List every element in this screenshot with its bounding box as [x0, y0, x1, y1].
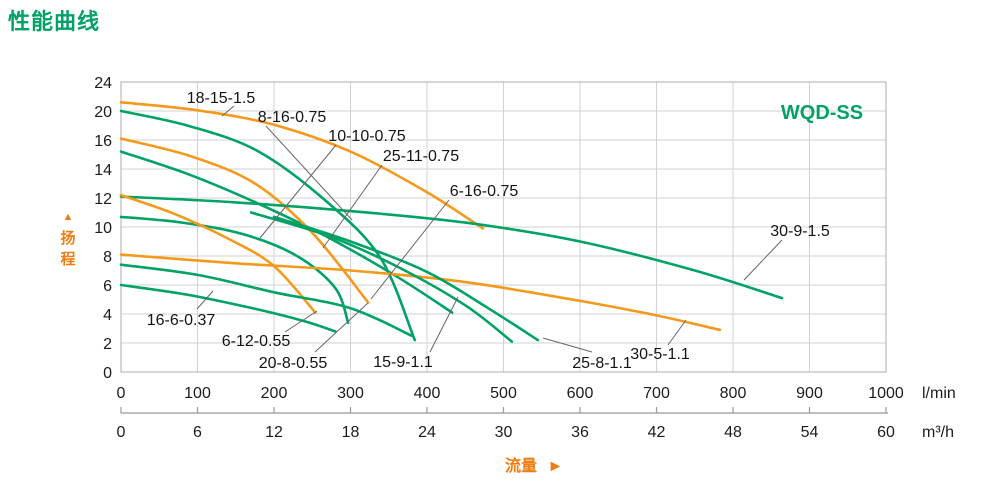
curve-leader-20-8-0.55 [314, 302, 369, 353]
y-tick-label: 14 [94, 162, 112, 179]
curve-leader-10-10-0.75 [259, 144, 337, 239]
curve-label-18-15-1.5: 18-15-1.5 [187, 90, 256, 107]
curve-25-11-0.75 [119, 150, 454, 314]
curve-leader-16-6-0.37 [196, 290, 214, 310]
flow-axis-text: 流量 [505, 456, 537, 475]
flow-axis-title: 流量 ► [505, 456, 563, 475]
curve-30-9-1.5 [119, 195, 784, 300]
curve-label-8-16-0.75: 8-16-0.75 [258, 109, 327, 126]
plot-border [120, 81, 887, 373]
x-tick-label-lmin: 100 [184, 385, 211, 402]
x-tick-label-m3h: 18 [342, 424, 360, 441]
x-tick-label-lmin: 800 [720, 385, 747, 402]
y-tick-label: 20 [94, 104, 112, 121]
curve-6-16-0.75 [119, 137, 370, 304]
x-tick-label-m3h: 54 [801, 424, 819, 441]
x-tick-label-m3h: 60 [877, 424, 895, 441]
curve-leader-15-9-1.1 [429, 296, 459, 353]
unit-m3h-label: m³/h [922, 424, 954, 441]
curve-label-25-11-0.75: 25-11-0.75 [383, 148, 459, 165]
y-tick-label: 10 [94, 220, 112, 237]
head-axis-arrow-icon: ▲ [63, 211, 74, 223]
x-tick-label-lmin: 200 [261, 385, 288, 402]
curve-label-25-8-1.1: 25-8-1.1 [572, 355, 632, 372]
head-axis-char-1: 扬 [60, 229, 75, 247]
x-tick-label-m3h: 6 [193, 424, 202, 441]
curve-label-6-16-0.75: 6-16-0.75 [450, 183, 519, 200]
x-tick-label-lmin: 700 [643, 385, 670, 402]
curve-label-10-10-0.75: 10-10-0.75 [328, 128, 405, 145]
curve-8-16-0.75 [119, 109, 417, 342]
x-tick-label-lmin: 900 [796, 385, 823, 402]
curve-label-30-9-1.5: 30-9-1.5 [770, 223, 830, 240]
x-tick-label-m3h: 36 [571, 424, 589, 441]
curve-leader-30-5-1.1 [667, 319, 687, 346]
y-tick-label: 6 [103, 278, 112, 295]
x-tick-label-m3h: 0 [117, 424, 126, 441]
curve-16-6-0.37 [119, 283, 337, 333]
y-tick-label: 12 [94, 191, 112, 208]
page-title: 性能曲线 [8, 9, 101, 34]
x-tick-label-lmin: 500 [490, 385, 517, 402]
flow-axis-arrow-icon: ► [547, 458, 563, 475]
x-tick-label-lmin: 1000 [868, 385, 904, 402]
y-tick-label: 4 [103, 307, 112, 324]
x-tick-label-m3h: 48 [724, 424, 742, 441]
curve-10-10-0.75 [119, 215, 350, 324]
leader-layer [196, 105, 783, 353]
curve-label-15-9-1.1: 15-9-1.1 [373, 354, 433, 371]
curve-leader-25-11-0.75 [322, 164, 383, 249]
x-tick-label-lmin: 0 [117, 385, 126, 402]
curve-layer [119, 101, 784, 343]
head-axis-char-2: 程 [60, 251, 75, 268]
curve-label-6-12-0.55: 6-12-0.55 [222, 333, 291, 350]
x-tick-label-m3h: 42 [648, 424, 666, 441]
x-tick-label-lmin: 600 [567, 385, 594, 402]
curve-leader-8-16-0.75 [265, 125, 353, 221]
curve-leader-30-9-1.5 [743, 239, 783, 281]
curve-leader-6-12-0.55 [284, 310, 318, 333]
y-tick-label: 24 [94, 75, 112, 92]
curve-30-5-1.1 [119, 253, 722, 332]
curve-20-8-0.55 [119, 263, 413, 338]
curve-18-15-1.5 [119, 101, 485, 230]
curve-label-30-5-1.1: 30-5-1.1 [630, 346, 690, 363]
y-tick-label: 0 [103, 365, 112, 382]
y-tick-label: 8 [103, 249, 112, 266]
y-tick-label: 16 [94, 133, 112, 150]
unit-lmin-label: l/min [922, 385, 956, 402]
curve-leader-18-15-1.5 [221, 105, 235, 117]
curve-leader-6-16-0.75 [370, 199, 450, 300]
x-tick-label-m3h: 30 [495, 424, 513, 441]
curve-label-16-6-0.37: 16-6-0.37 [147, 312, 216, 329]
curve-label-20-8-0.55: 20-8-0.55 [259, 355, 328, 372]
y-tick-label: 2 [103, 336, 112, 353]
curve-25-8-1.1 [272, 215, 540, 342]
x-tick-label-lmin: 300 [337, 385, 364, 402]
x-tick-label-m3h: 24 [418, 424, 436, 441]
brand-label: WQD-SS [781, 102, 863, 124]
curve-leader-25-8-1.1 [542, 337, 593, 353]
curve-6-12-0.55 [119, 193, 317, 314]
x-tick-label-lmin: 400 [414, 385, 441, 402]
x-tick-label-m3h: 12 [265, 424, 283, 441]
